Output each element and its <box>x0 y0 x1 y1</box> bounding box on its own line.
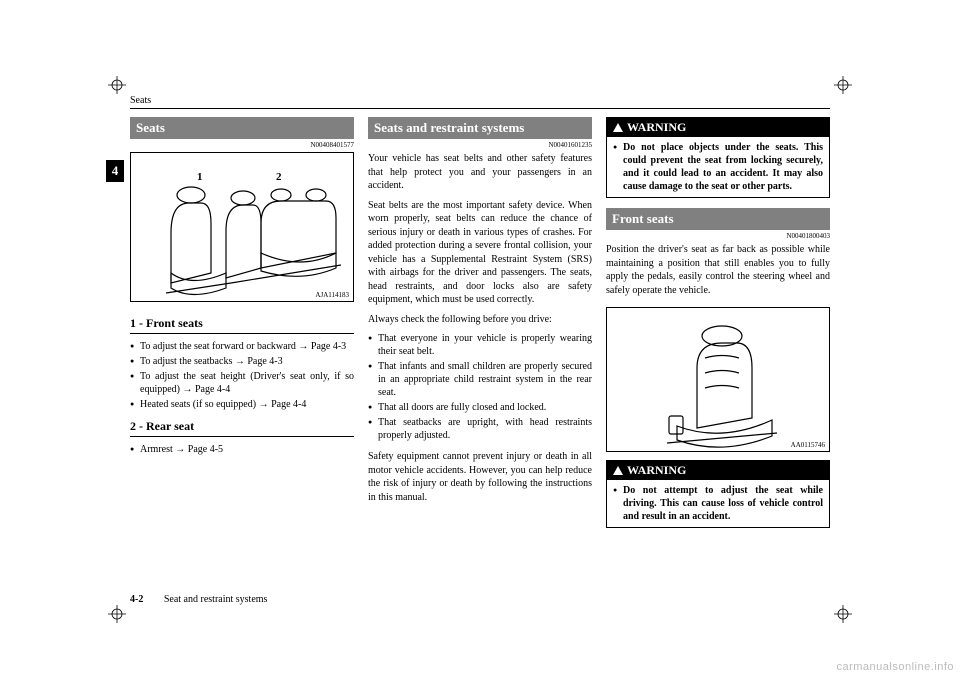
column-3: WARNING Do not place objects under the s… <box>606 117 830 538</box>
list-item: To adjust the seatbacks → Page 4-3 <box>130 355 354 368</box>
figure-label: AA0115746 <box>791 441 825 449</box>
columns: Seats N00408401577 <box>130 117 830 538</box>
list-item: Armrest → Page 4-5 <box>130 443 354 456</box>
crop-mark <box>834 76 852 94</box>
ref-code: N00401601235 <box>368 141 592 149</box>
warning-body: Do not attempt to adjust the seat while … <box>607 480 829 527</box>
paragraph: Seat belts are the most important safety… <box>368 199 592 307</box>
paragraph: Always check the following before you dr… <box>368 313 592 327</box>
list-item: That all doors are fully closed and lock… <box>368 401 592 414</box>
warning-label: WARNING <box>627 120 686 135</box>
warning-text: Do not place objects under the seats. Th… <box>613 141 823 193</box>
warning-box-1: WARNING Do not place objects under the s… <box>606 117 830 198</box>
heading-restraint: Seats and restraint systems <box>368 117 592 139</box>
rear-seat-list: Armrest → Page 4-5 <box>130 443 354 458</box>
warning-head: WARNING <box>607 461 829 480</box>
warning-text: Do not attempt to adjust the seat while … <box>613 484 823 523</box>
chapter-tab: 4 <box>106 160 124 182</box>
front-seats-list: To adjust the seat forward or backward →… <box>130 340 354 413</box>
watermark: carmanualsonline.info <box>836 661 954 673</box>
figure-seats: AJA114183 1 2 <box>130 152 354 302</box>
list-item: That seatbacks are upright, with head re… <box>368 416 592 442</box>
callout-1: 1 <box>197 171 203 183</box>
footer-title: Seat and restraint systems <box>164 594 268 605</box>
column-2: Seats and restraint systems N00401601235… <box>368 117 592 538</box>
heading-front-seats: Front seats <box>606 208 830 230</box>
list-item: Heated seats (if so equipped) → Page 4-4 <box>130 398 354 411</box>
warning-box-2: WARNING Do not attempt to adjust the sea… <box>606 460 830 528</box>
crop-mark <box>108 76 126 94</box>
paragraph: Your vehicle has seat belts and other sa… <box>368 152 592 193</box>
subheading-rear-seat: 2 - Rear seat <box>130 419 354 437</box>
paragraph: Position the driver's seat as far back a… <box>606 243 830 297</box>
warning-icon <box>613 466 623 475</box>
figure-label: AJA114183 <box>315 291 349 299</box>
callout-2: 2 <box>276 171 282 183</box>
list-item: To adjust the seat forward or backward →… <box>130 340 354 353</box>
running-head: Seats <box>130 95 830 109</box>
checklist: That everyone in your vehicle is properl… <box>368 332 592 444</box>
crop-mark <box>108 605 126 623</box>
crop-mark <box>834 605 852 623</box>
ref-code: N00401800403 <box>606 232 830 240</box>
ref-code: N00408401577 <box>130 141 354 149</box>
column-1: Seats N00408401577 <box>130 117 354 538</box>
list-item: To adjust the seat height (Driver's seat… <box>130 370 354 396</box>
page: Seats 4 Seats N00408401577 <box>130 95 830 605</box>
subheading-front-seats: 1 - Front seats <box>130 316 354 334</box>
warning-icon <box>613 123 623 132</box>
page-number: 4-2 <box>130 594 143 605</box>
warning-head: WARNING <box>607 118 829 137</box>
paragraph: Safety equipment cannot prevent injury o… <box>368 450 592 504</box>
figure-front-seat: AA0115746 <box>606 307 830 452</box>
list-item: That infants and small children are prop… <box>368 360 592 399</box>
list-item: That everyone in your vehicle is properl… <box>368 332 592 358</box>
warning-body: Do not place objects under the seats. Th… <box>607 137 829 197</box>
warning-label: WARNING <box>627 463 686 478</box>
heading-seats: Seats <box>130 117 354 139</box>
footer: 4-2 Seat and restraint systems <box>130 594 267 605</box>
